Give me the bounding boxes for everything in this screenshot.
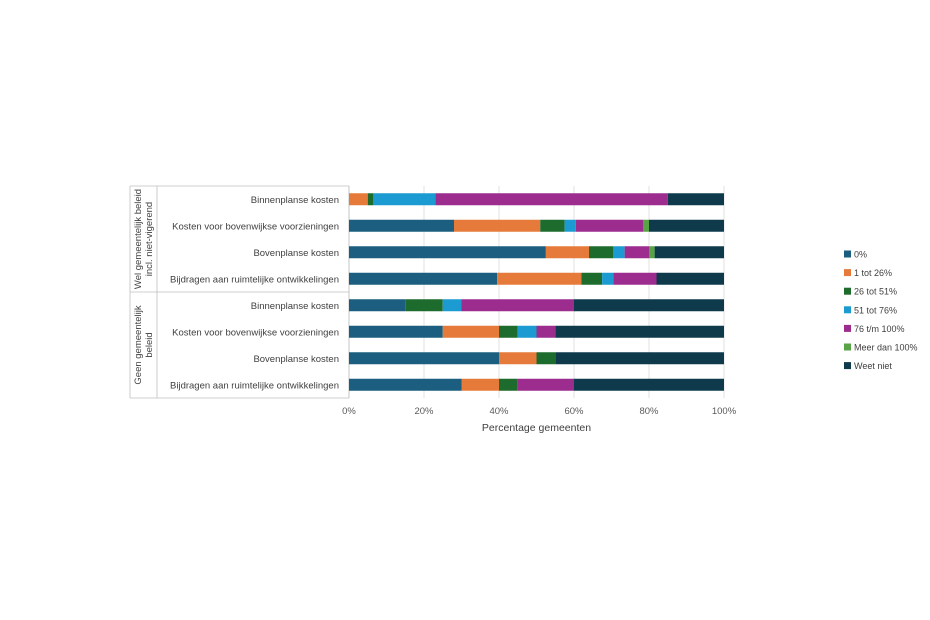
group-labels: Wel gemeentelijk beleidincl. niet-vigere…: [133, 189, 155, 385]
bar-segment: [517, 325, 537, 338]
legend-swatch: [844, 362, 851, 370]
bar-segment: [555, 352, 724, 365]
x-tick-label: 60%: [564, 406, 584, 417]
bar-segment: [373, 193, 436, 206]
x-tick-label: 0%: [342, 406, 356, 417]
category-label: Binnenplanse kosten: [251, 195, 339, 206]
legend-swatch: [844, 343, 851, 351]
bar-segment: [667, 193, 724, 206]
legend-swatch: [844, 250, 851, 258]
bar-segment: [349, 193, 368, 206]
bar-segment: [367, 193, 374, 206]
bar-segment: [643, 219, 649, 232]
x-axis-tick-labels: 0% 20% 40% 60% 80% 100%: [342, 406, 737, 417]
x-tick-label: 20%: [414, 406, 434, 417]
legend-item: 51 tot 76%: [844, 305, 897, 315]
legend-label: 1 tot 26%: [854, 268, 892, 278]
bar-segment: [349, 325, 443, 338]
x-axis-title: Percentage gemeenten: [482, 422, 591, 434]
group-label: Geen gemeentelijkbeleid: [133, 305, 155, 384]
legend-item: Weet niet: [844, 361, 892, 371]
bar-segment: [540, 219, 565, 232]
bar-segment: [624, 246, 649, 259]
legend-item: 26 tot 51%: [844, 287, 897, 297]
category-label: Binnenplanse kosten: [251, 301, 339, 312]
bar-segment: [442, 299, 462, 312]
bar-segment: [545, 246, 589, 259]
bar-segment: [435, 193, 668, 206]
bar-segment: [581, 272, 603, 285]
bar-segment: [602, 272, 614, 285]
legend-swatch: [844, 306, 851, 314]
legend-label: 51 tot 76%: [854, 305, 897, 315]
category-label: Kosten voor bovenwijkse voorzieningen: [172, 327, 339, 338]
category-label: Bijdragen aan ruimtelijke ontwikkelingen: [170, 274, 339, 285]
bar-segment: [349, 272, 498, 285]
x-tick-label: 40%: [489, 406, 509, 417]
bar-segment: [454, 219, 541, 232]
legend-label: 0%: [854, 250, 867, 260]
bar-segment: [564, 219, 576, 232]
bar-segment: [349, 352, 499, 365]
bar-segment: [589, 246, 614, 259]
bar-segment: [405, 299, 443, 312]
bar-segment: [461, 378, 499, 391]
category-label: Kosten voor bovenwijkse voorzieningen: [172, 221, 339, 232]
category-label: Bovenplanse kosten: [253, 248, 339, 259]
bar-segment: [517, 378, 574, 391]
category-group-frames: [129, 185, 350, 399]
bar-segment: [442, 325, 499, 338]
bar-segment: [574, 378, 724, 391]
bar-segment: [349, 299, 406, 312]
bar-segment: [497, 272, 582, 285]
x-tick-label: 100%: [712, 406, 737, 417]
bar-segment: [649, 219, 724, 232]
legend-item: 1 tot 26%: [844, 268, 892, 278]
legend-item: 0%: [844, 250, 867, 260]
bar-segment: [349, 378, 462, 391]
bar-segment: [349, 219, 454, 232]
bar-segment: [499, 325, 518, 338]
x-tick-label: 80%: [639, 406, 659, 417]
bar-segment: [649, 246, 655, 259]
bar-segment: [536, 325, 556, 338]
bar-segment: [349, 246, 546, 259]
bar-segment: [574, 299, 724, 312]
category-labels: Binnenplanse kosten Kosten voor bovenwijk…: [170, 195, 339, 392]
bars: [349, 193, 724, 391]
legend-label: Weet niet: [854, 361, 892, 371]
bar-segment: [656, 272, 724, 285]
legend: 0% 1 tot 26% 26 tot 51% 51 tot 76% 76 t/m 10…: [844, 250, 918, 371]
bar-segment: [613, 246, 625, 259]
bar-segment: [555, 325, 724, 338]
legend-label: 26 tot 51%: [854, 287, 897, 297]
legend-item: 76 t/m 100%: [844, 324, 905, 334]
legend-label: 76 t/m 100%: [854, 324, 905, 334]
bar-segment: [461, 299, 574, 312]
group-label: Wel gemeentelijk beleidincl. niet-vigere…: [133, 189, 155, 289]
category-label: Bovenplanse kosten: [253, 354, 339, 365]
bar-segment: [654, 246, 724, 259]
bar-segment: [499, 378, 518, 391]
gridlines: [348, 186, 725, 398]
bar-segment: [575, 219, 644, 232]
bar-segment: [613, 272, 657, 285]
legend-swatch: [844, 287, 851, 295]
bar-segment: [499, 352, 537, 365]
legend-label: Meer dan 100%: [854, 343, 918, 353]
legend-swatch: [844, 269, 851, 277]
legend-item: Meer dan 100%: [844, 343, 918, 353]
category-label: Bijdragen aan ruimtelijke ontwikkelingen: [170, 380, 339, 391]
bar-segment: [536, 352, 556, 365]
legend-swatch: [844, 324, 851, 332]
